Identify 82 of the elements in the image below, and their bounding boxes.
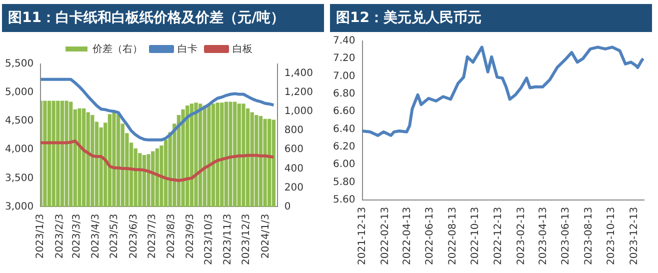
x-tick-label: 2023-04-13: [538, 206, 549, 266]
y-tick-label: 3,000: [4, 201, 34, 212]
bar: [194, 102, 198, 207]
y2-tick-label: 1,400: [284, 68, 314, 80]
y-tick-label: 5,000: [4, 87, 34, 98]
y-tick-label: 7.20: [333, 53, 356, 64]
x-tick-label: 2021-12-13: [356, 206, 368, 266]
bar: [272, 120, 276, 207]
bar: [216, 102, 220, 207]
bar: [52, 100, 56, 207]
y-tick-label: 5.80: [333, 176, 356, 188]
bar: [64, 100, 68, 207]
y-tick-label: 5,500: [4, 58, 34, 70]
bar: [108, 114, 112, 207]
legend-label: 白板: [232, 42, 252, 55]
bar: [86, 112, 90, 207]
y2-tick-label: 600: [284, 144, 304, 156]
y-tick-label: 6.20: [333, 142, 356, 153]
bar: [82, 108, 86, 207]
y-tick-label: 6.00: [333, 159, 356, 170]
y2-tick-label: 0: [284, 201, 291, 212]
x-tick-label: 2022-08-13: [447, 206, 458, 266]
bar: [146, 154, 150, 207]
x-tick-label: 2024/1/3: [260, 214, 272, 259]
x-tick-label: 2023/12/3: [241, 214, 252, 266]
y2-tick-label: 1,200: [284, 87, 314, 98]
y-tick-label: 5.60: [333, 194, 356, 206]
bar: [60, 100, 64, 207]
x-tick-label: 2023/3/3: [72, 214, 83, 259]
x-tick-label: 2023-08-13: [583, 206, 594, 266]
x-tick-label: 2023-12-13: [628, 206, 640, 266]
bar: [228, 102, 232, 207]
bar: [250, 112, 254, 207]
x-tick-label: 2023-10-13: [606, 206, 618, 266]
bar: [47, 100, 52, 207]
y-tick-label: 4,500: [4, 116, 34, 127]
bar: [211, 104, 216, 207]
x-tick-label: 2023/9/3: [185, 214, 196, 259]
x-tick-label: 2023-06-13: [560, 206, 572, 266]
x-tick-label: 2023/10/3: [204, 214, 215, 266]
bar: [142, 155, 146, 207]
x-tick-label: 2023/6/3: [128, 214, 140, 259]
bar: [207, 104, 211, 207]
x-tick-label: 2023/5/3: [109, 214, 120, 259]
x-tick-label: 2022-02-13: [380, 206, 391, 266]
bar: [78, 108, 82, 207]
bar: [224, 102, 228, 207]
y2-tick-label: 1,000: [284, 106, 314, 118]
y-tick-label: 7.00: [333, 70, 356, 82]
chart-title: 图11：白卡纸和白板纸价格及价差（元/吨）: [2, 4, 324, 32]
y2-tick-label: 800: [284, 125, 304, 136]
y2-tick-label: 400: [284, 163, 304, 174]
y-tick-label: 6.80: [333, 88, 356, 100]
bar: [242, 104, 246, 207]
x-tick-label: 2023/2/3: [54, 214, 66, 259]
bar: [116, 114, 120, 207]
y-tick-label: 6.60: [333, 106, 356, 118]
x-tick-label: 2023/7/3: [146, 214, 158, 259]
x-tick-label: 2022-06-13: [424, 206, 436, 266]
bar: [258, 116, 263, 207]
bar: [254, 115, 258, 207]
chart-title: 图12：美元兑人民币元: [330, 4, 652, 32]
x-tick-label: 2023-02-13: [516, 206, 527, 266]
bar: [43, 100, 47, 207]
legend-label: 价差（右）: [92, 42, 142, 55]
x-tick-label: 2023/4/3: [90, 214, 102, 259]
x-tick-label: 2023/8/3: [166, 214, 177, 259]
x-tick-label: 2023/1/3: [35, 214, 46, 259]
legend-label: 白卡: [178, 42, 198, 55]
y-tick-label: 7.40: [333, 36, 356, 47]
x-tick-label: 2022-12-13: [492, 206, 504, 266]
bar: [181, 109, 185, 207]
bar: [90, 115, 94, 207]
bar: [112, 112, 116, 207]
x-tick-label: 2022-10-13: [470, 206, 482, 266]
x-tick-label: 2023/11/3: [222, 214, 234, 266]
y-tick-label: 3,500: [4, 172, 34, 184]
y-tick-label: 6.40: [333, 124, 356, 135]
x-tick-label: 2022-04-13: [402, 206, 413, 266]
bar: [263, 118, 267, 207]
y-tick-label: 4,000: [4, 144, 34, 156]
y2-tick-label: 200: [284, 182, 304, 194]
